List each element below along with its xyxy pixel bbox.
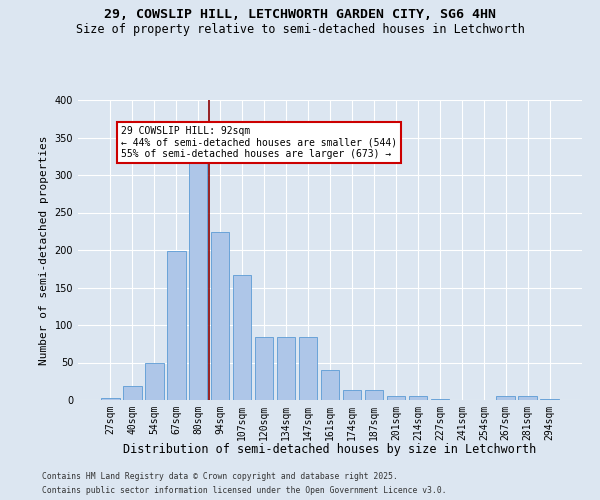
Text: 29 COWSLIP HILL: 92sqm
← 44% of semi-detached houses are smaller (544)
55% of se: 29 COWSLIP HILL: 92sqm ← 44% of semi-det… (121, 126, 397, 160)
Text: Contains HM Land Registry data © Crown copyright and database right 2025.: Contains HM Land Registry data © Crown c… (42, 472, 398, 481)
Bar (145, 362, 164, 400)
Bar (167, 251, 185, 400)
Bar (518, 396, 537, 400)
Bar (386, 396, 405, 400)
Bar (101, 398, 119, 400)
Text: Distribution of semi-detached houses by size in Letchworth: Distribution of semi-detached houses by … (124, 442, 536, 456)
Text: Size of property relative to semi-detached houses in Letchworth: Size of property relative to semi-detach… (76, 22, 524, 36)
Text: Contains public sector information licensed under the Open Government Licence v3: Contains public sector information licen… (42, 486, 446, 495)
Bar (431, 399, 449, 400)
Bar (365, 390, 383, 400)
Bar (299, 337, 317, 400)
Y-axis label: Number of semi-detached properties: Number of semi-detached properties (39, 135, 49, 365)
Bar (123, 386, 142, 400)
Bar (409, 396, 427, 400)
Bar (233, 275, 251, 400)
Bar (541, 399, 559, 400)
Bar (343, 390, 361, 400)
Text: 29, COWSLIP HILL, LETCHWORTH GARDEN CITY, SG6 4HN: 29, COWSLIP HILL, LETCHWORTH GARDEN CITY… (104, 8, 496, 20)
Bar (189, 158, 208, 400)
Bar (255, 337, 274, 400)
Bar (496, 396, 515, 400)
Bar (277, 337, 295, 400)
Bar (211, 232, 229, 400)
Bar (320, 370, 340, 400)
